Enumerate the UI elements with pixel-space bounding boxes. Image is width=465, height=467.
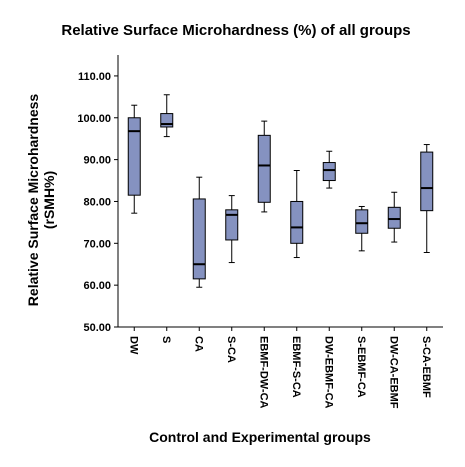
chart-title: Relative Surface Microhardness (%) of al… [61, 22, 410, 39]
y-tick-label: 80.00 [83, 196, 111, 208]
y-axis-title-line1: Relative Surface Microhardness [25, 94, 41, 307]
box-iqr [257, 134, 271, 203]
category-label: DW-CA-EBMF [387, 336, 399, 409]
y-tick-label: 110.00 [78, 71, 111, 83]
x-axis-title: Control and Experimental groups [149, 429, 371, 445]
box-iqr [387, 206, 401, 229]
category-label: S-CA [225, 336, 237, 363]
y-tick-label: 70.00 [83, 238, 111, 250]
y-tick-label: 50.00 [83, 322, 111, 334]
y-axis-title-line2: (rSMH%) [41, 171, 57, 229]
category-label: S-CA-EBMF [420, 336, 432, 398]
y-axis-title: Relative Surface Microhardness (rSMH%) [25, 94, 57, 307]
box-iqr [420, 151, 434, 212]
category-label: S [160, 336, 172, 343]
category-label: CA [192, 336, 204, 352]
box-iqr [127, 117, 141, 196]
category-label: EBMF-DW-CA [257, 336, 269, 409]
box-iqr [322, 162, 336, 182]
box-iqr [225, 209, 239, 241]
y-tick-label: 90.00 [83, 155, 111, 167]
category-label: DW [127, 336, 139, 355]
plot-area: 50.00 60.00 70.00 80.00 90.00 100.00 110.00 DW S… [77, 55, 443, 409]
box-iqr [192, 198, 206, 280]
y-tick-label: 60.00 [83, 280, 111, 292]
category-label: DW-EBMF-CA [322, 336, 334, 409]
category-label: S-EBMF-CA [355, 336, 367, 398]
box-iqr [355, 209, 369, 234]
y-tick-label: 100.00 [77, 113, 111, 125]
box-iqr [290, 200, 304, 244]
category-label: EBMF-S-CA [290, 336, 302, 398]
